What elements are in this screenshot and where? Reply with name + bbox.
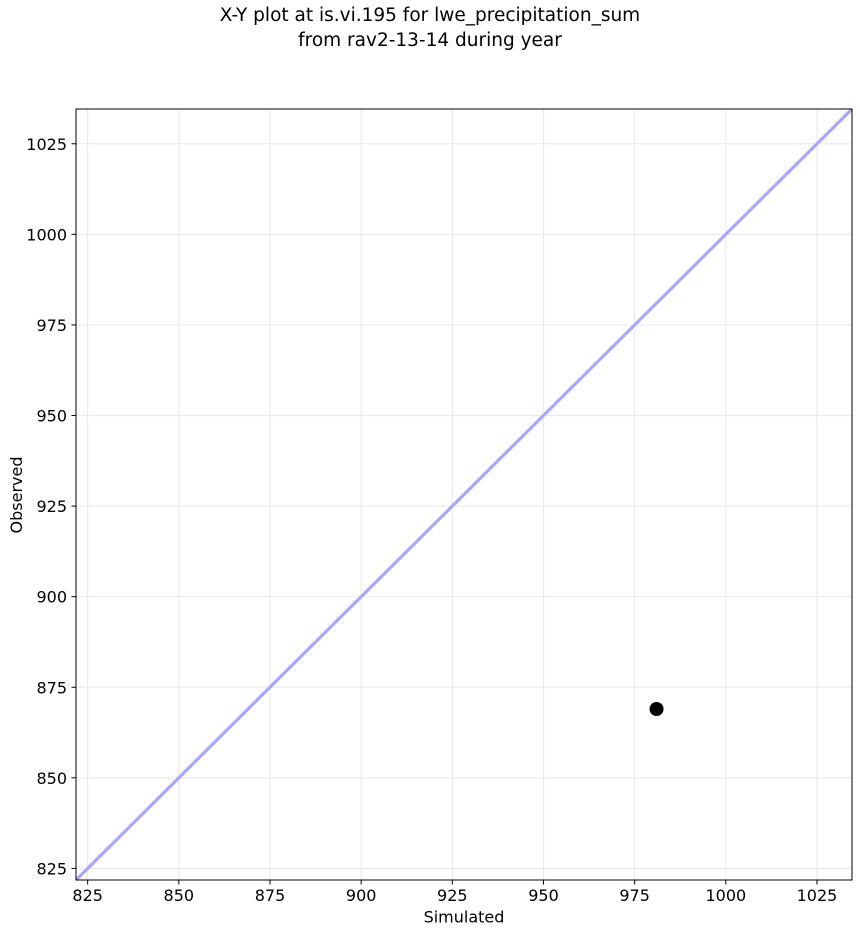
x-tick-label: 925 [437,886,468,905]
plot-border [75,108,853,881]
data-point [649,701,664,716]
chart-title: X-Y plot at is.vi.195 for lwe_precipitat… [0,3,860,53]
identity-line [76,109,852,880]
plot-gridlines [76,109,852,880]
y-tick-label: 950 [36,407,67,426]
x-axis-label: Simulated [424,908,505,927]
plot-ticks: 825 850 875 900 925 950 975 1000 1025 825 850 875 90… [26,135,837,905]
x-tick-label: 825 [72,886,103,905]
y-axis-label: Observed [7,457,26,534]
x-tick-label: 850 [164,886,195,905]
x-tick-label: 900 [346,886,377,905]
plot-frame [75,108,853,881]
y-tick-label: 900 [36,588,67,607]
x-tick-label: 875 [255,886,286,905]
x-tick-label: 950 [528,886,559,905]
y-tick-label: 1025 [26,135,67,154]
y-tick-label: 825 [36,859,67,878]
y-tick-label: 875 [36,678,67,697]
y-tick-label: 975 [36,316,67,335]
x-tick-label: 1000 [705,886,746,905]
x-tick-label: 1025 [797,886,838,905]
plot-series [76,109,852,880]
chart-title-line2: from rav2-13-14 during year [298,30,562,51]
y-tick-label: 925 [36,497,67,516]
chart-title-line1: X-Y plot at is.vi.195 for lwe_precipitat… [219,5,641,26]
y-tick-label: 1000 [26,225,67,244]
x-tick-label: 975 [619,886,650,905]
y-tick-label: 850 [36,769,67,788]
